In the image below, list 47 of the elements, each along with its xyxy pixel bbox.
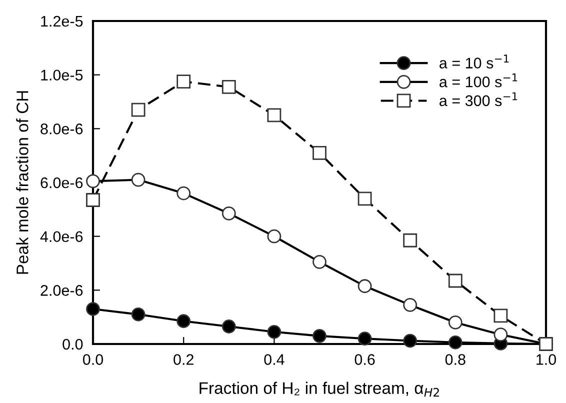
y-tick-label: 8.0e-6 <box>40 124 83 134</box>
y-tick-label: 1.0e-5 <box>41 70 83 81</box>
legend-label: a = 100 s$^{−1}$ <box>440 74 518 88</box>
point <box>358 279 372 294</box>
point <box>222 320 236 334</box>
point <box>86 302 100 316</box>
legend-label: a = 10 s$^{−1}$ <box>440 54 509 68</box>
x-tick-label: 1.0 <box>536 354 556 365</box>
point <box>176 314 191 328</box>
point <box>131 102 146 117</box>
y-tick-label: 6.0e-6 <box>40 177 83 188</box>
x-tick-label: 0.6 <box>354 354 375 365</box>
point <box>176 74 191 89</box>
point <box>448 274 462 288</box>
point <box>358 332 372 346</box>
y-axis-title: Peak mole fraction of CH <box>16 91 28 274</box>
point <box>131 307 146 322</box>
point <box>358 192 372 206</box>
point <box>494 308 508 323</box>
point <box>86 193 100 207</box>
point <box>448 335 462 350</box>
point <box>312 328 326 343</box>
y-tick-label: 0.0 <box>62 338 83 350</box>
point <box>267 324 282 339</box>
x-tick-label: 0.0 <box>82 354 104 365</box>
point <box>312 146 326 160</box>
point <box>494 328 508 342</box>
point <box>222 206 236 220</box>
point <box>176 186 191 200</box>
point <box>403 334 418 348</box>
y-tick-label: 2.0e-6 <box>40 285 83 296</box>
point <box>131 172 146 187</box>
point <box>222 80 236 94</box>
point <box>448 316 462 330</box>
point <box>403 233 418 248</box>
legend-label: a = 300 s$^{−1}$ <box>440 92 518 106</box>
y-tick-label: 1.2e-5 <box>41 16 83 27</box>
point <box>86 174 100 188</box>
point <box>403 298 418 312</box>
y-tick-label: 4.0e-6 <box>40 231 83 242</box>
x-tick-label: 0.4 <box>264 354 284 365</box>
point <box>267 229 282 244</box>
x-tick-label: 0.8 <box>445 354 466 365</box>
x-axis-title: Fraction of H₂ in fuel stream, α$_{H2}$ <box>200 382 439 397</box>
point <box>267 108 282 122</box>
point <box>312 254 326 269</box>
x-tick-label: 0.2 <box>174 354 194 365</box>
